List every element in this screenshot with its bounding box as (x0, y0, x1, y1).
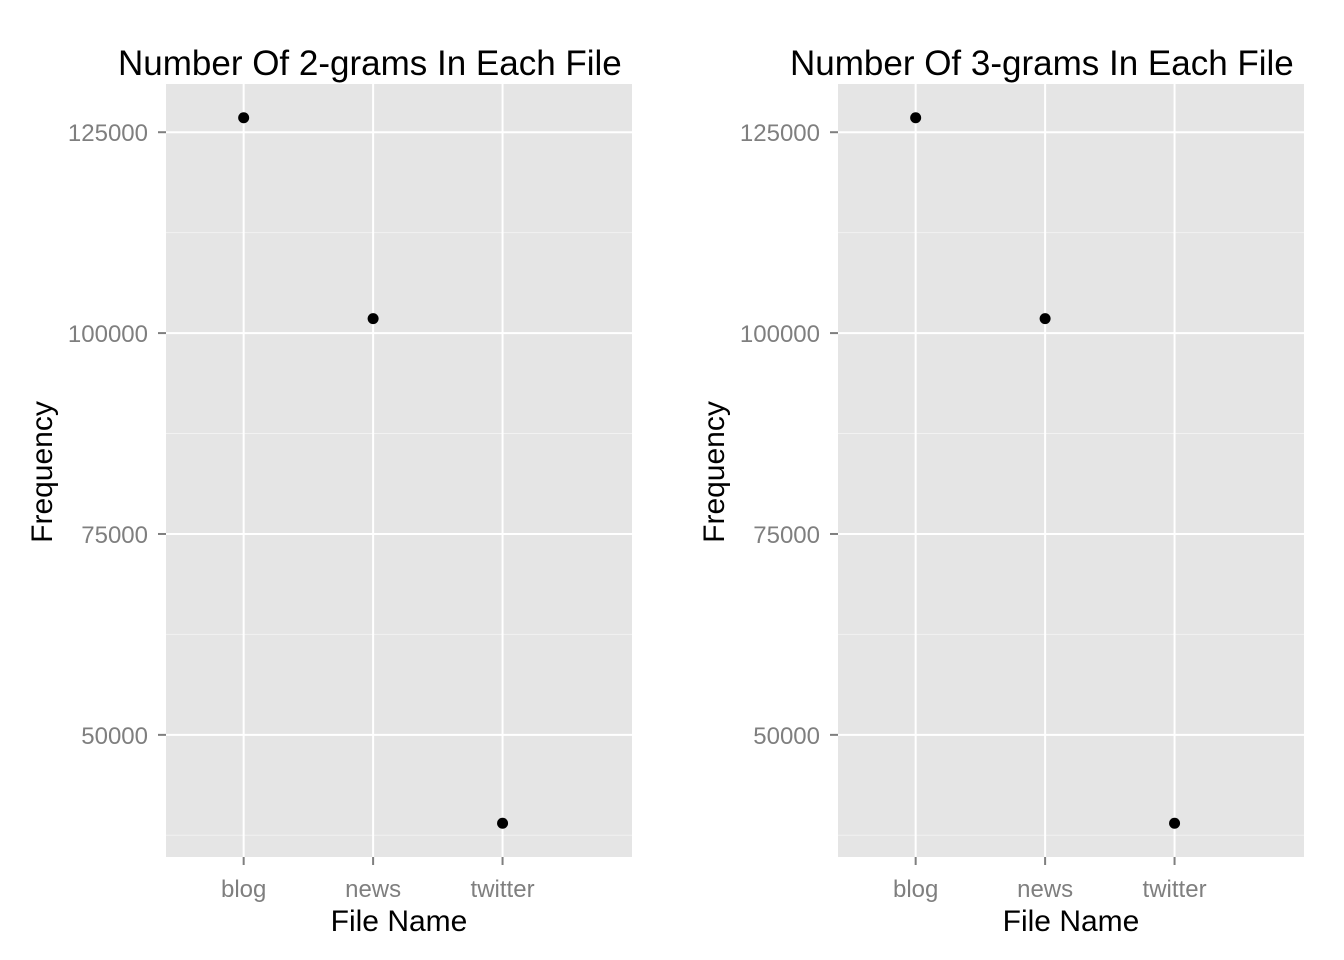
x-tick-label: blog (893, 876, 938, 903)
data-point-blog (238, 112, 250, 124)
y-tick-label: 100000 (68, 321, 148, 348)
y-axis-title: Frequency (26, 401, 59, 543)
plot-background (166, 84, 632, 857)
chart-title: Number Of 2-grams In Each File (118, 44, 622, 83)
data-point-news (1039, 313, 1051, 325)
y-tick-label: 50000 (753, 723, 820, 750)
plot-background (838, 84, 1304, 857)
y-tick-label: 75000 (81, 522, 148, 549)
chart-2grams: 50000 75000 100000 125000 blog news twitter Nu… (26, 44, 632, 938)
data-point-twitter (497, 817, 509, 829)
chart-panel-3grams: 50000 75000 100000 125000 blog news twitter Nu… (672, 0, 1344, 960)
x-axis-title: File Name (331, 905, 468, 938)
x-tick-label: twitter (1143, 876, 1207, 903)
y-axis-title: Frequency (698, 401, 731, 543)
x-axis-title: File Name (1003, 905, 1140, 938)
data-point-blog (910, 112, 922, 124)
x-tick-label: blog (221, 876, 266, 903)
chart-title: Number Of 3-grams In Each File (790, 44, 1294, 83)
y-tick-label: 75000 (753, 522, 820, 549)
data-point-news (367, 313, 379, 325)
data-point-twitter (1169, 817, 1181, 829)
x-tick-label: twitter (471, 876, 535, 903)
chart-panel-2grams: 50000 75000 100000 125000 blog news twitter Nu… (26, 44, 632, 938)
x-tick-label: news (345, 876, 401, 903)
chart-3grams: 50000 75000 100000 125000 blog news twitter Nu… (698, 44, 1304, 938)
y-tick-label: 100000 (740, 321, 820, 348)
y-tick-label: 125000 (68, 120, 148, 147)
y-tick-label: 50000 (81, 723, 148, 750)
y-tick-label: 125000 (740, 120, 820, 147)
x-tick-label: news (1017, 876, 1073, 903)
